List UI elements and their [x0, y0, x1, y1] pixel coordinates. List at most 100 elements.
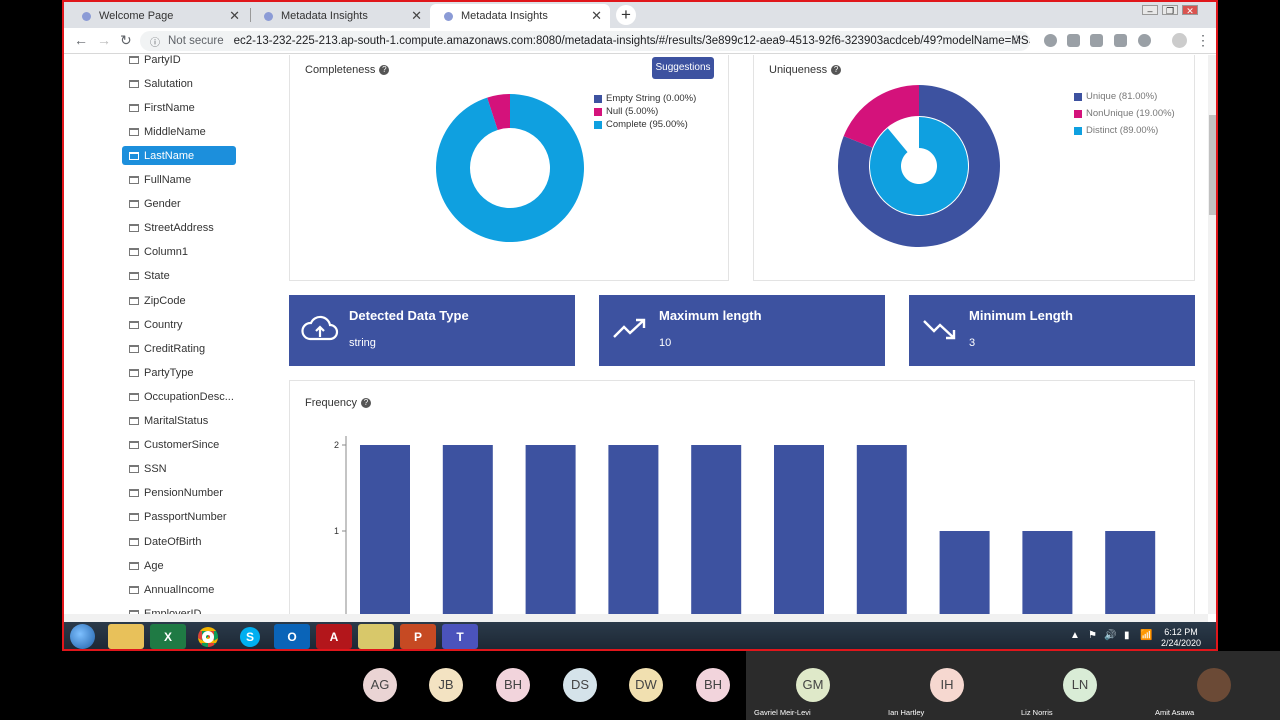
forward-icon[interactable]: →	[97, 32, 111, 48]
participant-tile[interactable]: IH Ian Hartley	[880, 651, 1014, 720]
frequency-bar[interactable]	[774, 445, 824, 614]
outlook-icon[interactable]: O	[274, 624, 310, 649]
powerpoint-icon[interactable]: P	[400, 624, 436, 649]
legend-item-complete[interactable]: Complete (95.00%)	[594, 118, 696, 131]
minimize-button[interactable]: –	[1142, 5, 1158, 16]
scrollbar-thumb[interactable]	[1209, 115, 1216, 215]
column-item[interactable]: Country	[122, 315, 236, 334]
battery-icon[interactable]: ▮	[1124, 630, 1130, 641]
complete-slice[interactable]	[436, 94, 584, 242]
column-item[interactable]: PartyType	[122, 363, 236, 382]
skype-icon[interactable]: S	[232, 624, 268, 649]
teams-icon[interactable]: T	[442, 624, 478, 649]
frequency-bar[interactable]	[442, 445, 493, 614]
unique-slice[interactable]	[838, 85, 1000, 247]
start-button[interactable]	[70, 624, 95, 649]
frequency-bar[interactable]	[691, 445, 742, 614]
info-icon[interactable]: ⓘ	[150, 37, 160, 49]
column-item[interactable]: MiddleName	[122, 122, 236, 141]
participant-avatar[interactable]: BH	[696, 668, 730, 702]
close-tab-icon[interactable]: ✕	[411, 8, 422, 23]
frequency-bar[interactable]	[939, 531, 990, 614]
legend-item-nonunique[interactable]: NonUnique (19.00%)	[1074, 107, 1175, 120]
column-item[interactable]: State	[122, 267, 236, 286]
restore-button[interactable]: ❐	[1162, 5, 1178, 16]
participant-avatar[interactable]: BH	[496, 668, 530, 702]
column-item[interactable]: MaritalStatus	[122, 412, 236, 431]
profile-avatar-icon[interactable]	[1172, 33, 1187, 48]
column-item[interactable]: StreetAddress	[122, 219, 236, 238]
column-item[interactable]: OccupationDesc...	[122, 387, 236, 406]
column-item[interactable]: PassportNumber	[122, 508, 236, 527]
back-icon[interactable]: ←	[74, 32, 88, 48]
help-icon[interactable]: ?	[360, 398, 371, 408]
vertical-scrollbar[interactable]	[1208, 55, 1216, 614]
column-item[interactable]: ZipCode	[122, 291, 236, 310]
horizontal-scrollbar[interactable]	[64, 614, 1208, 622]
legend-item-null[interactable]: Null (5.00%)	[594, 105, 696, 118]
frequency-bar[interactable]	[856, 445, 907, 614]
legend-item-empty-string[interactable]: Empty String (0.00%)	[594, 92, 696, 105]
tab-metadata-insights-active[interactable]: Metadata Insights ✕	[430, 4, 610, 28]
column-item[interactable]: PartyID	[122, 55, 236, 69]
extension-icon[interactable]	[1067, 34, 1080, 47]
address-bar[interactable]: ⓘ Not secure ec2-13-232-225-213.ap-south…	[140, 31, 1030, 51]
file-explorer-icon[interactable]	[108, 624, 144, 649]
extension-icon[interactable]	[1114, 34, 1127, 47]
participant-tile[interactable]: LN Liz Norris	[1013, 651, 1147, 720]
reload-icon[interactable]: ↻	[120, 32, 132, 48]
tab-metadata-insights[interactable]: Metadata Insights ✕	[250, 4, 430, 28]
participant-avatar[interactable]: DW	[629, 668, 663, 702]
close-tab-icon[interactable]: ✕	[229, 8, 240, 23]
column-item[interactable]: Column1	[122, 243, 236, 262]
help-icon[interactable]: ?	[379, 65, 390, 75]
volume-icon[interactable]: 🔊	[1104, 630, 1117, 641]
column-item[interactable]: Salutation	[122, 74, 236, 93]
legend-item-unique[interactable]: Unique (81.00%)	[1074, 90, 1175, 103]
column-item[interactable]: FirstName	[122, 98, 236, 117]
column-item[interactable]: LastName	[122, 146, 236, 166]
sticky-notes-icon[interactable]	[358, 624, 394, 649]
extension-icon[interactable]	[1044, 34, 1057, 47]
column-item[interactable]: DateOfBirth	[122, 532, 236, 551]
extension-icon[interactable]	[1090, 34, 1103, 47]
menu-kebab-icon[interactable]: ⋮	[1196, 32, 1210, 48]
tab-welcome-page[interactable]: Welcome Page ✕	[68, 4, 248, 28]
column-item[interactable]: CustomerSince	[122, 436, 236, 455]
participant-avatar[interactable]: DS	[563, 668, 597, 702]
column-item[interactable]: AnnualIncome	[122, 580, 236, 599]
close-window-button[interactable]: ✕	[1182, 5, 1198, 16]
participant-tile[interactable]: Amit Asawa	[1147, 651, 1280, 720]
suggestions-button[interactable]: Suggestions	[652, 57, 714, 79]
column-item[interactable]: SSN	[122, 460, 236, 479]
nonunique-slice[interactable]	[843, 85, 919, 148]
null-slice[interactable]	[487, 94, 510, 130]
show-hidden-icons[interactable]: ▲	[1070, 630, 1080, 641]
extension-icon[interactable]	[1138, 34, 1151, 47]
acrobat-icon[interactable]: A	[316, 624, 352, 649]
chrome-icon[interactable]	[190, 624, 226, 649]
frequency-bar[interactable]	[1022, 531, 1073, 614]
column-item[interactable]: EmployerID	[122, 604, 236, 614]
bookmark-star-icon[interactable]: ☆	[1011, 32, 1023, 47]
participant-avatar[interactable]: AG	[363, 668, 397, 702]
column-item[interactable]: Age	[122, 556, 236, 575]
participant-tile[interactable]: GM Gavriel Meir-Levi	[746, 651, 880, 720]
column-item[interactable]: CreditRating	[122, 339, 236, 358]
close-tab-icon[interactable]: ✕	[591, 8, 602, 23]
action-center-flag-icon[interactable]: ⚑	[1088, 630, 1097, 641]
frequency-bar[interactable]	[525, 445, 576, 614]
system-clock[interactable]: 6:12 PM 2/24/2020	[1156, 627, 1206, 649]
column-item[interactable]: FullName	[122, 171, 236, 190]
column-item[interactable]: PensionNumber	[122, 484, 236, 503]
help-icon[interactable]: ?	[831, 65, 842, 75]
column-item[interactable]: Gender	[122, 195, 236, 214]
participant-avatar[interactable]: JB	[429, 668, 463, 702]
frequency-bar[interactable]	[1105, 531, 1156, 614]
distinct-slice[interactable]	[870, 117, 968, 215]
frequency-bar[interactable]	[360, 445, 410, 614]
frequency-bar[interactable]	[608, 445, 659, 614]
legend-item-distinct[interactable]: Distinct (89.00%)	[1074, 124, 1175, 137]
excel-icon[interactable]: X	[150, 624, 186, 649]
new-tab-button[interactable]: +	[616, 5, 636, 25]
